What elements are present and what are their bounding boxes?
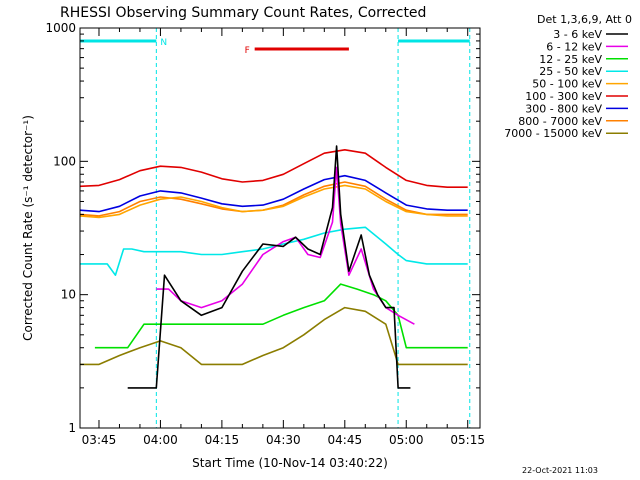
legend-label: 6 - 12 keV xyxy=(546,40,602,53)
series-line xyxy=(156,166,415,325)
annotation-label: N xyxy=(160,38,167,48)
x-tick-label: 04:45 xyxy=(328,433,363,447)
x-tick-label: 04:00 xyxy=(143,433,178,447)
y-tick-label: 100 xyxy=(53,154,76,168)
legend-label: 100 - 300 keV xyxy=(525,90,602,103)
y-tick-label: 1000 xyxy=(45,21,76,35)
series-line xyxy=(80,306,468,366)
x-tick-label: 05:15 xyxy=(450,433,485,447)
series-line xyxy=(94,283,468,349)
legend-label: 25 - 50 keV xyxy=(539,65,602,78)
legend-label: 50 - 100 keV xyxy=(532,78,602,91)
series-line xyxy=(80,174,468,213)
series-line xyxy=(80,226,468,277)
annotation-label: F xyxy=(245,46,250,56)
x-tick-label: 03:45 xyxy=(82,433,117,447)
chart-title: RHESSI Observing Summary Count Rates, Co… xyxy=(60,5,426,21)
series-line xyxy=(80,184,468,219)
legend-label: 7000 - 15000 keV xyxy=(504,127,602,140)
plot-frame xyxy=(79,27,481,429)
series-line xyxy=(80,149,468,188)
series-line xyxy=(80,181,468,217)
y-tick-label: 1 xyxy=(68,421,76,435)
legend-label: 12 - 25 keV xyxy=(539,53,602,66)
legend-label: 800 - 7000 keV xyxy=(518,115,602,128)
timestamp: 22-Oct-2021 11:03 xyxy=(522,466,598,475)
x-axis-label: Start Time (10-Nov-14 03:40:22) xyxy=(192,456,388,470)
y-axis-label: Corrected Count Rate (s⁻¹ detector⁻¹) xyxy=(21,115,35,341)
x-tick-label: 05:00 xyxy=(389,433,424,447)
legend-label: 3 - 6 keV xyxy=(553,28,602,41)
x-tick-label: 04:15 xyxy=(205,433,240,447)
legend-label: 300 - 800 keV xyxy=(525,102,602,115)
x-tick-label: 04:30 xyxy=(266,433,301,447)
y-tick-label: 10 xyxy=(61,288,76,302)
plot-area: NF xyxy=(80,28,471,428)
axes: 1 10 100 1000 03:45 04:00 04:15 04:30 04:45 05:00… xyxy=(45,21,485,447)
series-line xyxy=(127,145,411,389)
detector-label: Det 1,3,6,9, Att 0 xyxy=(537,13,632,26)
